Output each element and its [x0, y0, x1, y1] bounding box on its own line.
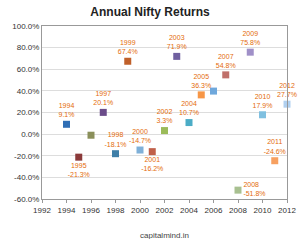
svg-text:200975.8%: 200975.8%: [240, 30, 260, 46]
svg-text:2002: 2002: [156, 206, 174, 215]
svg-text:2008-51.8%: 2008-51.8%: [243, 181, 265, 197]
svg-text:200371.9%: 200371.9%: [167, 34, 187, 50]
svg-text:201017.9%: 201017.9%: [253, 93, 273, 109]
svg-text:capitalmind.in: capitalmind.in: [140, 231, 189, 239]
svg-text:Annual Nifty Returns: Annual Nifty Returns: [90, 5, 210, 19]
svg-text:199967.4%: 199967.4%: [118, 39, 138, 55]
svg-text:20.0%: 20.0%: [17, 108, 40, 117]
svg-text:2011-24.6%: 2011-24.6%: [264, 138, 286, 154]
svg-text:200536.3%: 200536.3%: [191, 73, 211, 89]
svg-text:1992: 1992: [33, 206, 51, 215]
svg-text:2006: 2006: [205, 206, 223, 215]
svg-text:2000: 2000: [131, 206, 149, 215]
svg-text:1998-18.1%: 1998-18.1%: [104, 131, 126, 147]
svg-text:0.0%: 0.0%: [21, 130, 39, 139]
svg-text:40.0%: 40.0%: [17, 87, 40, 96]
svg-text:200754.8%: 200754.8%: [216, 53, 236, 69]
svg-text:199720.1%: 199720.1%: [93, 90, 113, 106]
svg-text:1996: 1996: [82, 206, 100, 215]
svg-text:20023.3%: 20023.3%: [157, 108, 173, 124]
svg-text:60.0%: 60.0%: [17, 65, 40, 74]
svg-text:2004: 2004: [180, 206, 198, 215]
svg-text:1994: 1994: [58, 206, 76, 215]
svg-text:2008: 2008: [229, 206, 247, 215]
svg-text:2000-14.7%: 2000-14.7%: [129, 128, 151, 144]
svg-text:-20.0%: -20.0%: [14, 152, 39, 161]
svg-text:100.0%: 100.0%: [12, 22, 39, 31]
svg-text:-40.0%: -40.0%: [14, 173, 39, 182]
svg-text:80.0%: 80.0%: [17, 43, 40, 52]
svg-text:1998: 1998: [107, 206, 125, 215]
svg-text:2001-16.2%: 2001-16.2%: [141, 156, 163, 172]
svg-text:201227.7%: 201227.7%: [277, 82, 297, 98]
svg-text:2010: 2010: [254, 206, 272, 215]
svg-text:2012: 2012: [278, 206, 296, 215]
svg-text:200410.7%: 200410.7%: [179, 100, 199, 116]
svg-text:19949.1%: 19949.1%: [59, 102, 75, 118]
svg-text:-60.0%: -60.0%: [14, 195, 39, 204]
svg-text:1995-21.3%: 1995-21.3%: [68, 162, 90, 178]
